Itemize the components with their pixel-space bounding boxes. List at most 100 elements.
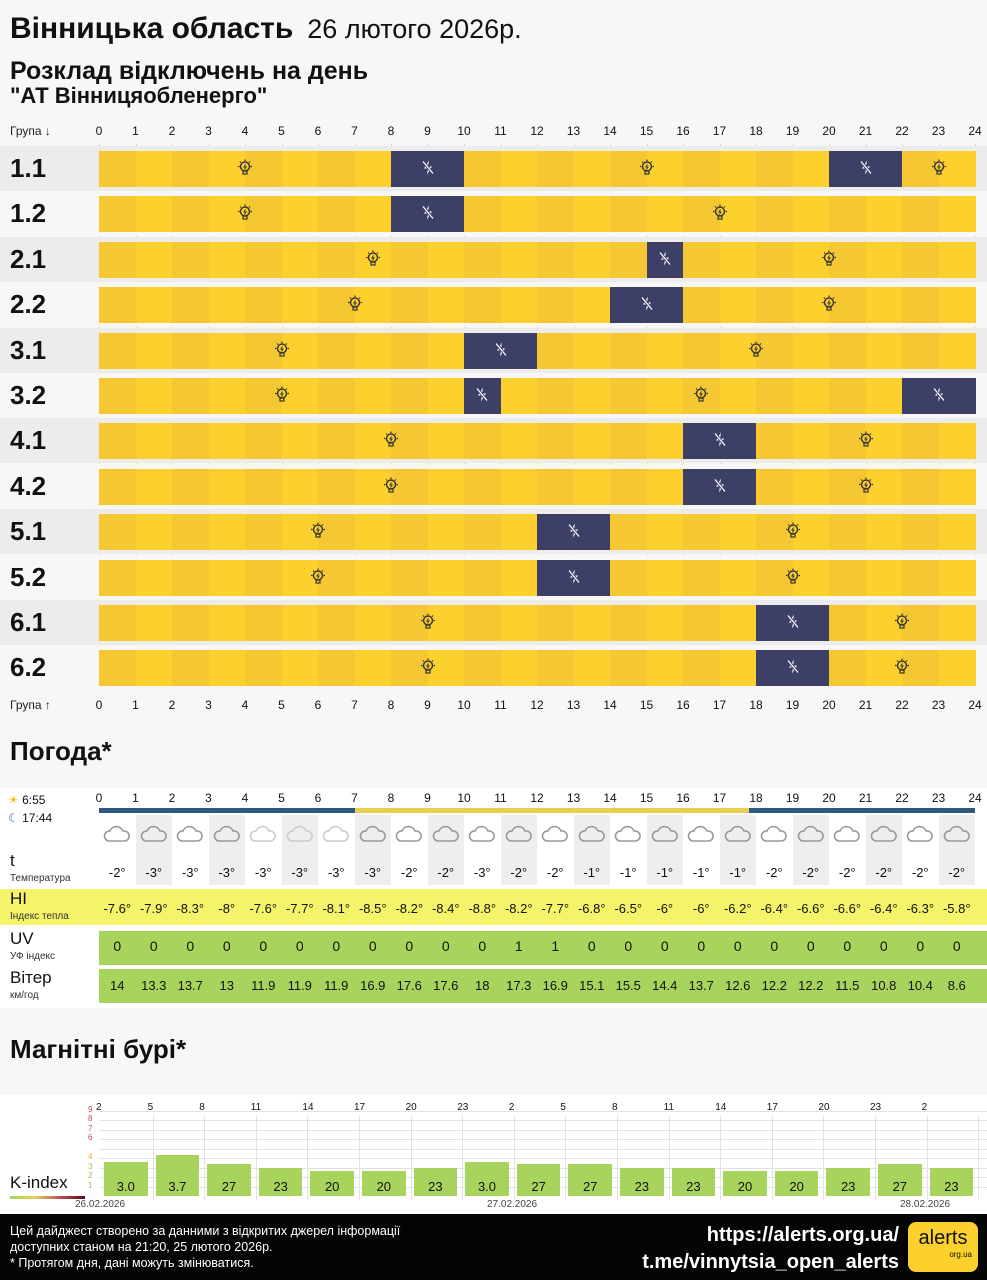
uv-value: 0 [624, 938, 633, 954]
power-cell [135, 468, 173, 505]
k-divider [462, 1115, 464, 1200]
power-cell [902, 559, 939, 596]
power-cell [683, 559, 720, 596]
power-cell [537, 332, 574, 369]
wind-value: 16.9 [360, 978, 386, 993]
hour-label-bottom: 10 [457, 698, 471, 712]
power-cell [208, 332, 246, 369]
temperature-value: -2° [437, 865, 455, 880]
power-cell [391, 650, 428, 687]
hour-label-bottom: 2 [168, 698, 176, 712]
lightbulb-icon [857, 476, 875, 497]
cloud-icon [468, 824, 496, 850]
k-scale-label: 6 [88, 1133, 93, 1142]
hour-label-top: 19 [785, 124, 800, 138]
weather-hour-label: 5 [278, 791, 285, 805]
outage-cell [537, 514, 574, 551]
hour-label-bottom: 24 [968, 698, 982, 712]
heat-index-value: -8.3° [176, 901, 205, 916]
power-cell [610, 605, 647, 641]
heat-index-value: -7.6° [249, 901, 278, 916]
telegram-link[interactable]: t.me/vinnytsia_open_alerts [642, 1251, 899, 1273]
group-label: 1.1 [10, 153, 47, 183]
k-hour-label: 20 [818, 1102, 830, 1113]
power-cell [719, 287, 757, 324]
group-label: 3.2 [10, 380, 47, 410]
power-cell [318, 378, 355, 414]
power-cell [245, 287, 282, 324]
k-divider [720, 1115, 722, 1200]
power-cell [318, 196, 355, 233]
lightbulb-icon [820, 249, 838, 270]
power-cell [756, 559, 793, 596]
k-index-value: 27 [531, 1179, 546, 1194]
temperature-value: -3° [218, 865, 236, 880]
weather-hour-label: 1 [132, 791, 139, 805]
power-cell [318, 650, 355, 687]
lightbulb-icon [711, 204, 729, 225]
site-link[interactable]: https://alerts.org.ua/ [706, 1224, 899, 1246]
power-cell [756, 332, 793, 369]
lightbulb-icon [236, 204, 254, 225]
group-header-top: Група ↓ [10, 124, 51, 138]
weather-hour-label: 2 [168, 791, 176, 805]
k-divider [307, 1115, 309, 1200]
alerts-logo: alerts org.ua [908, 1222, 978, 1272]
power-cell [500, 241, 538, 278]
power-cell [99, 151, 136, 187]
weather-hour-label: 17 [712, 791, 727, 805]
power-cell [172, 423, 209, 460]
power-cell [756, 287, 793, 324]
k-gridline [99, 1110, 987, 1112]
power-cell [464, 514, 501, 551]
cloud-icon [943, 824, 971, 850]
hour-label-bottom: 15 [639, 698, 654, 712]
power-cell [391, 468, 428, 505]
group-row: 6.1 [0, 600, 987, 645]
wind-value: 15.1 [579, 978, 605, 993]
lightbulb-icon [638, 159, 656, 180]
outage-cell [683, 423, 720, 460]
k-index-value: 23 [273, 1179, 288, 1194]
heat-index-value: -8.2° [504, 901, 533, 916]
power-cell [318, 241, 355, 278]
power-cell [427, 332, 465, 369]
k-index-value: 3.0 [116, 1179, 135, 1194]
power-cell [865, 650, 903, 687]
power-cell [354, 196, 392, 233]
power-cell [829, 423, 866, 460]
group-row: 3.1 [0, 327, 987, 373]
power-cell [172, 378, 209, 414]
power-cell [683, 650, 720, 687]
power-cell [391, 332, 428, 369]
k-scale-label: 9 [88, 1104, 93, 1114]
hour-label-bottom: 22 [895, 698, 909, 712]
wind-value: 13.7 [177, 978, 203, 993]
wind-value: 16.9 [542, 978, 568, 993]
lightbulb-icon [382, 431, 400, 452]
hour-label-top: 23 [931, 124, 946, 138]
heat-index-value: -8.2° [395, 901, 424, 916]
group-row: 4.1 [0, 418, 987, 464]
power-cell [865, 605, 903, 641]
power-cell [464, 468, 501, 505]
outage-cell [500, 332, 538, 369]
group-label: 5.2 [10, 561, 47, 592]
k-index-bar [826, 1168, 870, 1196]
uv-value: 0 [879, 938, 888, 954]
group-row: 4.2 [0, 463, 987, 509]
wind-value: 14.4 [652, 978, 678, 993]
cloud-icon [724, 824, 752, 850]
k-hour-label: 11 [250, 1102, 262, 1113]
power-cell [208, 468, 246, 505]
power-cell [865, 241, 903, 278]
k-index-chart: K-index 9 8 7 6 4 3 2 1 2 3.0 5 3.7 8 27 11 23 14 20 17 20 2… [0, 1095, 987, 1214]
k-index-bar [258, 1168, 303, 1196]
cloud-icon [651, 824, 679, 850]
hour-label-top: 6 [314, 124, 322, 138]
wind-value: 14 [110, 978, 125, 993]
power-cell [135, 287, 173, 324]
lightbulb-icon [382, 476, 400, 497]
power-cell [537, 650, 574, 687]
power-cell [829, 514, 866, 551]
